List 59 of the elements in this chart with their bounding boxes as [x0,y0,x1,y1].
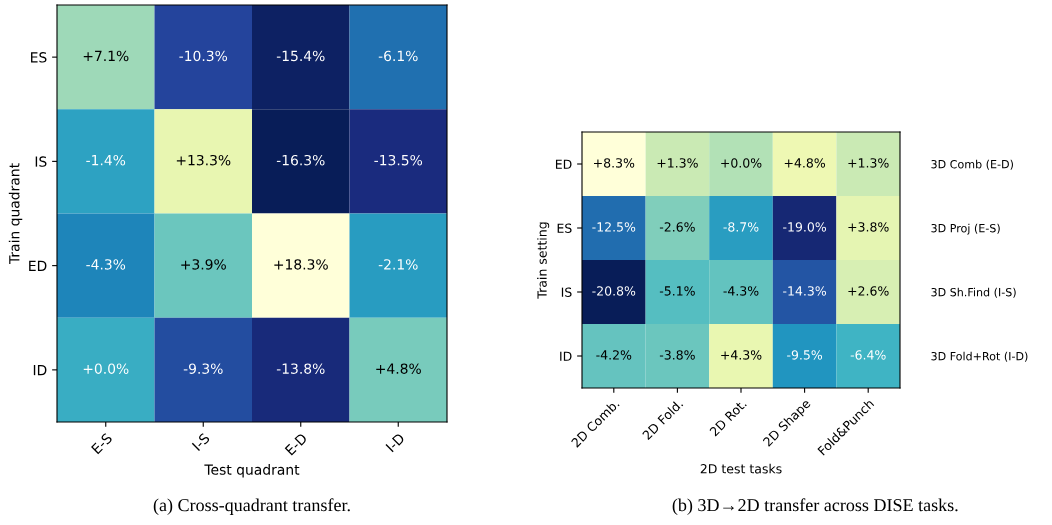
data-label: -19.0% [783,222,827,232]
data-label: -2.1% [378,259,418,270]
x-tick-label: E-D [284,432,308,456]
data-label: -8.7% [723,222,759,232]
data-label: -16.3% [276,154,325,166]
y-tick-label: IS [35,156,47,167]
data-label: -6.1% [378,50,418,62]
y-axis-title: Train setting [537,222,550,299]
data-label: -4.3% [723,286,759,296]
y-tick-label: ID [33,365,47,376]
y2-tick-label: 3D Proj (E-S) [931,223,1000,235]
data-label: -9.5% [787,350,823,360]
data-label: -5.1% [659,286,695,296]
y2-tick-label: 3D Comb (E-D) [931,159,1013,170]
y-tick-label: IS [561,287,572,297]
x-tick-label: E-S [90,432,113,455]
data-label: -1.4% [86,154,126,166]
data-label: +1.3% [848,158,889,168]
x-tick-label: I-D [385,432,406,453]
x-axis-title: Test quadrant [204,464,300,478]
x-tick-label: 2D Rot. [709,398,747,437]
data-label: -12.5% [592,222,636,232]
data-label: +13.3% [176,154,231,166]
data-label: -3.8% [659,350,695,360]
data-label: -10.3% [179,50,228,62]
data-label: +2.6% [848,286,889,296]
y-tick-label: ED [555,159,572,169]
data-label: -13.8% [276,363,325,374]
data-label: +4.3% [721,350,762,360]
data-label: +3.9% [181,259,226,270]
text: (b) 3D→2D transfer across DISE tasks. [672,498,958,515]
y2-tick-label: 3D Fold+Rot (I-D) [931,351,1028,362]
data-label: -15.4% [276,50,325,62]
data-label: -20.8% [592,286,636,296]
data-label: +0.0% [721,158,762,168]
data-label: +1.3% [657,158,698,168]
y-tick-label: ES [557,223,572,233]
data-label: -6.4% [850,350,886,360]
data-label: +18.3% [274,259,328,270]
data-label: -9.3% [183,363,223,374]
x-axis-title: 2D test tasks [700,463,782,474]
data-label: -13.5% [374,154,423,166]
data-label: +4.8% [376,363,421,374]
data-label: -2.6% [659,222,695,232]
y2-tick-label: 3D Sh.Find (I-S) [931,287,1016,298]
data-label: -4.3% [86,259,126,270]
data-label: +4.8% [784,158,826,168]
data-label: +0.0% [83,363,129,374]
data-label: -14.3% [783,286,827,296]
data-label: +3.8% [848,222,889,232]
data-label: +8.3% [594,158,635,168]
x-tick-label: I-S [191,432,211,452]
text: (a) Cross-quadrant transfer. [153,498,350,515]
y-tick-label: ED [29,260,47,271]
y-axis-title: Train quadrant [8,163,23,265]
y-tick-label: ES [31,52,47,63]
data-label: +7.1% [83,50,129,62]
y-tick-label: ID [560,351,572,361]
data-label: -4.2% [596,350,632,360]
